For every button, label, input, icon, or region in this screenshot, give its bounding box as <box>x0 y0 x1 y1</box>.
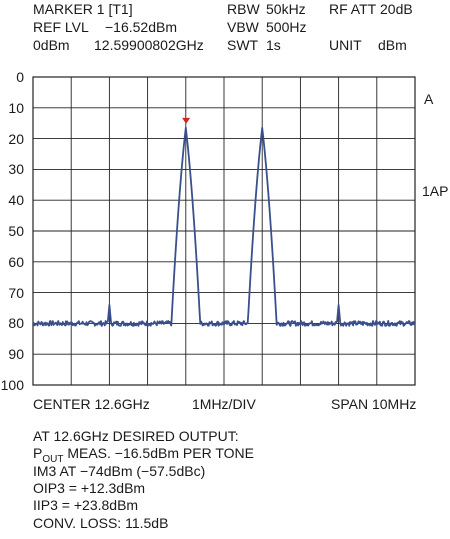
y-tick-label: 90 <box>8 346 24 363</box>
scale-per-div: 1MHz/DIV <box>192 396 256 412</box>
y-tick-label: 10 <box>8 99 24 116</box>
note-pout-p: P <box>33 445 43 461</box>
ref-dbm: 0dBm <box>33 37 70 53</box>
span: SPAN 10MHz <box>331 396 417 412</box>
y-tick-label: 40 <box>8 192 24 209</box>
vbw-value: 500Hz <box>266 19 307 35</box>
y-tick-label: 60 <box>8 253 24 270</box>
note-pout-rest: MEAS. −16.5dBm PER TONE <box>63 445 254 461</box>
note-iip3: IIP3 = +23.8dBm <box>33 497 139 513</box>
y-tick-label: 50 <box>8 223 24 239</box>
note-pout: POUT MEAS. −16.5dBm PER TONE <box>33 445 254 468</box>
y-tick-label: 0 <box>16 69 24 85</box>
spectrum-trace <box>32 126 416 327</box>
detector-label: 1AP <box>422 183 449 199</box>
note-conv-loss: CONV. LOSS: 11.5dB <box>33 515 169 531</box>
marker-frequency: 12.59900802GHz <box>94 37 204 53</box>
note-pout-sub: OUT <box>42 453 64 465</box>
ref-level-label: REF LVL <box>33 19 89 35</box>
y-tick-label: 100 <box>0 377 24 393</box>
vbw-label: VBW <box>227 19 259 35</box>
trace-label: A <box>424 91 434 107</box>
swt-label: SWT <box>227 37 259 53</box>
ref-level-value: −16.52dBm <box>105 19 177 35</box>
y-tick-label: 20 <box>8 130 24 147</box>
note-im3: IM3 AT −74dBm (−57.5dBc) <box>33 463 206 479</box>
chart-grid <box>32 76 416 386</box>
rbw-value: 50kHz <box>266 1 306 17</box>
unit-label: UNIT <box>329 37 362 53</box>
swt-value: 1s <box>266 37 281 53</box>
rbw-label: RBW <box>227 1 260 17</box>
y-tick-label: 80 <box>8 315 24 332</box>
center-frequency: CENTER 12.6GHz <box>33 396 150 412</box>
note-oip3: OIP3 = +12.3dBm <box>33 480 146 496</box>
marker-readout: MARKER 1 [T1] <box>33 1 133 17</box>
rf-att-value: 20dB <box>380 1 413 17</box>
marker-triangle <box>182 117 191 124</box>
rf-att-label: RF ATT <box>329 1 377 17</box>
note-desired-output: AT 12.6GHz DESIRED OUTPUT: <box>33 428 239 444</box>
y-tick-label: 30 <box>8 161 24 178</box>
unit-value: dBm <box>378 37 407 53</box>
y-tick-label: 70 <box>8 284 24 301</box>
